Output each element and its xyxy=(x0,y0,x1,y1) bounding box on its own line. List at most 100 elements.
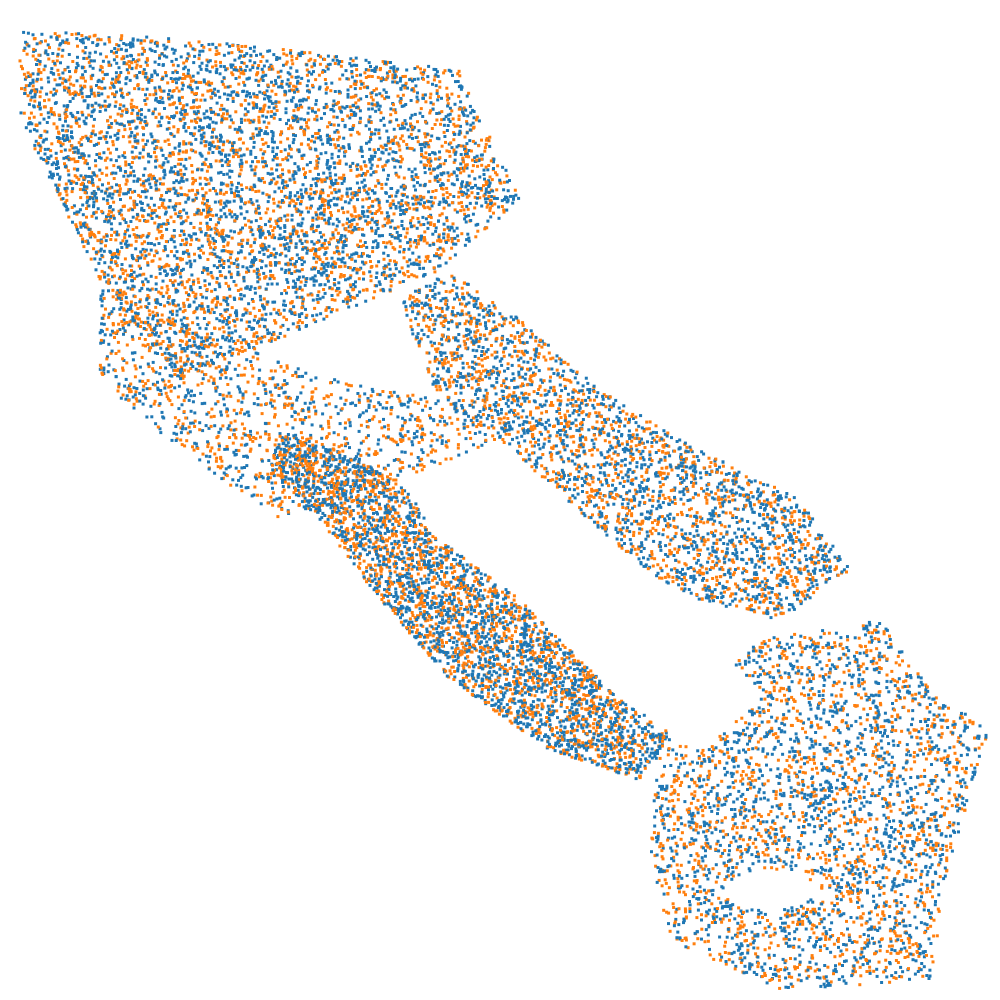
scatter-point-series-1 xyxy=(580,725,584,729)
scatter-point-series-2 xyxy=(256,357,260,361)
scatter-point-series-1 xyxy=(870,794,874,798)
scatter-point-series-1 xyxy=(413,546,417,549)
scatter-point-series-2 xyxy=(59,197,63,201)
scatter-point-series-1 xyxy=(863,728,867,731)
scatter-point-series-1 xyxy=(621,718,625,722)
scatter-point-series-2 xyxy=(435,350,439,354)
scatter-point-series-2 xyxy=(386,60,390,64)
scatter-point-series-1 xyxy=(432,639,436,643)
scatter-point-series-1 xyxy=(787,709,791,713)
scatter-point-series-1 xyxy=(283,148,287,152)
scatter-point-series-1 xyxy=(646,557,650,561)
scatter-point-series-1 xyxy=(429,604,433,608)
scatter-point-series-2 xyxy=(442,130,446,134)
scatter-point-series-1 xyxy=(751,645,755,649)
scatter-point-series-2 xyxy=(419,107,423,111)
scatter-point-series-2 xyxy=(146,219,150,223)
scatter-point-series-2 xyxy=(219,302,223,306)
scatter-point-series-2 xyxy=(77,124,81,128)
scatter-point-series-1 xyxy=(919,921,923,925)
scatter-point-series-2 xyxy=(141,46,145,50)
scatter-point-series-1 xyxy=(123,384,127,388)
scatter-point-series-2 xyxy=(660,576,664,580)
scatter-point-series-1 xyxy=(246,486,250,489)
scatter-point-series-2 xyxy=(785,557,789,561)
scatter-point-series-1 xyxy=(748,762,751,766)
scatter-point-series-2 xyxy=(290,257,294,260)
scatter-point-series-2 xyxy=(446,196,450,199)
scatter-point-series-2 xyxy=(684,470,688,474)
scatter-point-series-1 xyxy=(596,463,600,467)
scatter-point-series-2 xyxy=(584,472,588,476)
scatter-point-series-2 xyxy=(183,286,187,290)
scatter-point-series-2 xyxy=(242,72,246,76)
scatter-point-series-1 xyxy=(430,603,434,606)
scatter-point-series-1 xyxy=(737,789,741,793)
scatter-point-series-2 xyxy=(554,642,558,646)
scatter-point-series-1 xyxy=(157,85,161,89)
scatter-point-series-2 xyxy=(272,197,275,201)
scatter-point-series-1 xyxy=(247,325,251,328)
scatter-point-series-2 xyxy=(444,140,447,144)
scatter-point-series-1 xyxy=(733,808,737,811)
scatter-point-series-2 xyxy=(591,711,595,715)
scatter-point-series-2 xyxy=(190,119,193,123)
scatter-point-series-1 xyxy=(110,49,113,53)
scatter-point-series-1 xyxy=(161,294,165,298)
scatter-point-series-2 xyxy=(792,945,796,949)
scatter-point-series-2 xyxy=(793,771,797,775)
scatter-point-series-2 xyxy=(902,680,906,684)
scatter-point-series-2 xyxy=(781,865,785,869)
scatter-point-series-1 xyxy=(370,107,374,111)
scatter-point-series-1 xyxy=(361,479,365,483)
scatter-point-series-1 xyxy=(400,450,404,454)
scatter-point-series-2 xyxy=(502,631,506,635)
scatter-point-series-2 xyxy=(372,542,376,546)
scatter-point-series-1 xyxy=(430,459,434,463)
scatter-point-series-1 xyxy=(326,486,329,490)
scatter-point-series-2 xyxy=(272,201,276,205)
scatter-point-series-2 xyxy=(411,295,415,299)
scatter-point-series-1 xyxy=(333,166,337,170)
scatter-point-series-1 xyxy=(215,317,219,321)
scatter-point-series-1 xyxy=(447,96,451,100)
scatter-point-series-2 xyxy=(326,419,330,423)
scatter-point-series-1 xyxy=(165,191,168,194)
scatter-point-series-1 xyxy=(515,640,519,644)
scatter-point-series-2 xyxy=(653,854,657,858)
scatter-point-series-2 xyxy=(152,342,156,346)
scatter-point-series-2 xyxy=(774,964,778,968)
scatter-point-series-2 xyxy=(131,155,135,159)
scatter-point-series-1 xyxy=(758,673,762,677)
scatter-point-series-1 xyxy=(248,92,251,95)
scatter-point-series-1 xyxy=(922,852,925,856)
scatter-point-series-1 xyxy=(144,248,148,252)
scatter-point-series-1 xyxy=(275,146,279,150)
scatter-point-series-1 xyxy=(546,636,550,639)
scatter-point-series-2 xyxy=(292,436,296,440)
scatter-point-series-1 xyxy=(757,790,761,794)
scatter-point-series-2 xyxy=(198,176,202,180)
scatter-point-series-2 xyxy=(467,679,471,683)
scatter-point-series-2 xyxy=(471,421,475,425)
scatter-point-series-2 xyxy=(253,485,257,489)
scatter-point-series-2 xyxy=(680,513,684,517)
scatter-point-series-1 xyxy=(572,668,576,671)
scatter-point-series-2 xyxy=(131,228,135,232)
scatter-point-series-1 xyxy=(860,904,864,908)
scatter-point-series-2 xyxy=(491,301,495,304)
scatter-point-series-1 xyxy=(823,964,827,967)
scatter-point-series-1 xyxy=(828,789,831,793)
scatter-point-series-2 xyxy=(585,477,589,481)
scatter-point-series-2 xyxy=(599,492,602,496)
scatter-point-series-1 xyxy=(906,791,910,795)
scatter-point-series-2 xyxy=(471,416,475,420)
scatter-point-series-1 xyxy=(242,294,246,298)
scatter-point-series-2 xyxy=(701,809,705,813)
scatter-point-series-1 xyxy=(799,653,803,657)
scatter-point-series-1 xyxy=(853,636,857,640)
scatter-point-series-2 xyxy=(693,463,697,467)
scatter-point-series-2 xyxy=(167,379,171,383)
scatter-point-series-1 xyxy=(752,785,756,789)
scatter-point-series-1 xyxy=(628,489,632,493)
